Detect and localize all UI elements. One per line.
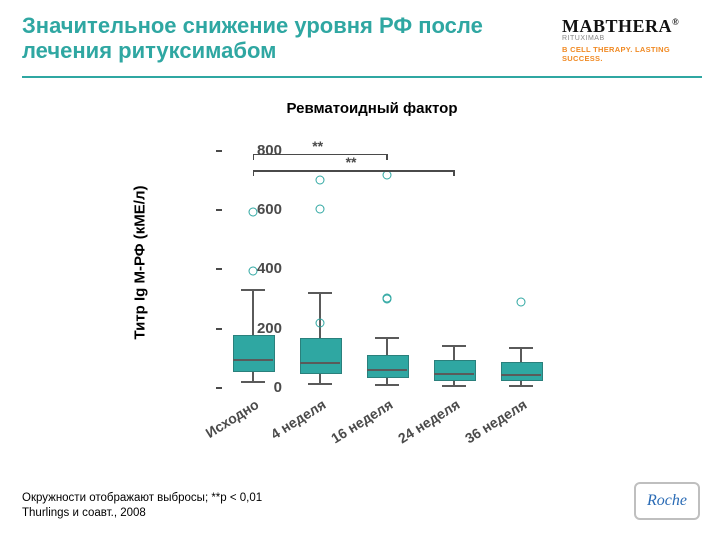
roche-logo: Roche <box>634 482 700 520</box>
significance-label: ** <box>312 138 323 154</box>
median-line <box>501 374 541 376</box>
footnote-line-2: Thurlings и соавт., 2008 <box>22 506 262 520</box>
outlier-point <box>316 176 325 185</box>
significance-bar <box>253 154 387 156</box>
y-tick-label: 200 <box>226 320 282 337</box>
whisker-cap <box>442 385 466 387</box>
y-tick-mark <box>216 209 222 211</box>
y-tick-mark <box>216 268 222 270</box>
header-divider <box>22 76 702 78</box>
whisker-cap <box>308 292 332 294</box>
significance-label: ** <box>346 154 357 170</box>
whisker-cap <box>442 345 466 347</box>
outlier-point <box>316 318 325 327</box>
y-axis-label: Титр Ig M-РФ (кМЕ/л) <box>132 136 150 388</box>
whisker-cap <box>509 347 533 349</box>
significance-end <box>386 154 388 160</box>
footnote: Окружности отображают выбросы; **p < 0,0… <box>22 491 262 520</box>
slide-title: Значительное снижение уровня РФ после ле… <box>22 14 552 63</box>
footnote-line-1: Окружности отображают выбросы; **p < 0,0… <box>22 491 262 505</box>
box <box>434 360 476 381</box>
brand-sub: RITUXIMAB <box>562 35 702 42</box>
rf-boxplot-chart: Ревматоидный фактор Титр Ig M-РФ (кМЕ/л)… <box>162 100 562 435</box>
median-line <box>367 369 407 371</box>
outlier-point <box>316 204 325 213</box>
y-tick-mark <box>216 387 222 389</box>
y-tick-label: 0 <box>226 379 282 396</box>
whisker-cap <box>241 289 265 291</box>
y-tick-label: 600 <box>226 201 282 218</box>
significance-bar <box>253 170 453 172</box>
significance-end <box>253 154 255 160</box>
box <box>367 355 409 378</box>
whisker-cap <box>375 337 399 339</box>
brand-tagline: B CELL THERAPY. LASTING SUCCESS. <box>562 45 702 63</box>
box <box>300 338 342 374</box>
box <box>501 362 543 381</box>
significance-end <box>453 170 455 176</box>
box <box>233 335 275 373</box>
chart-title: Ревматоидный фактор <box>162 100 582 117</box>
brand-main: MABTHERA® <box>562 18 702 34</box>
median-line <box>233 359 273 361</box>
outlier-point <box>383 293 392 302</box>
brand-block: MABTHERA® RITUXIMAB B CELL THERAPY. LAST… <box>562 18 702 63</box>
y-tick-mark <box>216 328 222 330</box>
whisker-cap <box>308 383 332 385</box>
y-tick-mark <box>216 150 222 152</box>
median-line <box>434 373 474 375</box>
whisker-cap <box>375 384 399 386</box>
outlier-point <box>516 298 525 307</box>
y-tick-label: 400 <box>226 260 282 277</box>
median-line <box>300 362 340 364</box>
whisker-cap <box>509 385 533 387</box>
significance-end <box>253 170 255 176</box>
